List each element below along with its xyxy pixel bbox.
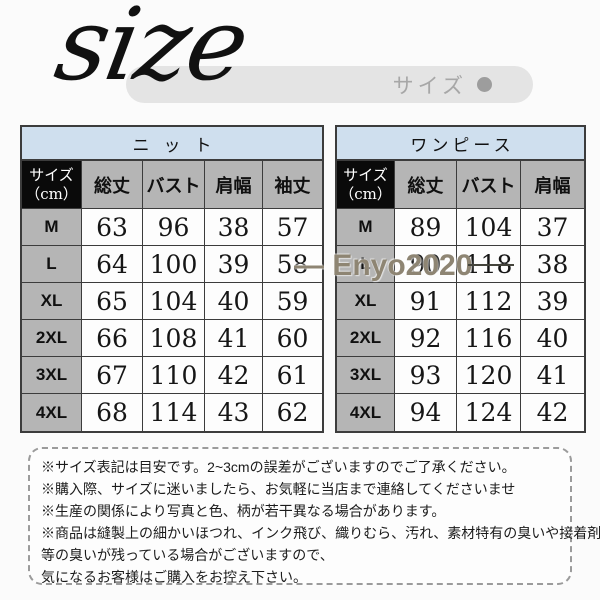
size-header-text: サイズ xyxy=(343,165,388,184)
value-cell: 65 xyxy=(82,283,143,320)
column-header: 肩幅 xyxy=(205,161,263,209)
value-cell: 96 xyxy=(143,209,205,246)
dress-table-title: ワンピース xyxy=(337,127,584,161)
value-cell: 42 xyxy=(521,394,584,431)
size-row-label: XL xyxy=(22,283,82,320)
notes-box: ※サイズ表記は目安です。2~3cmの誤差がございますのでご了承ください。 ※購入… xyxy=(28,447,600,585)
value-cell: 108 xyxy=(143,320,205,357)
value-cell: 42 xyxy=(205,357,263,394)
value-cell: 66 xyxy=(82,320,143,357)
note-line: 気になるお客様はご購入をお控え下さい。 xyxy=(41,569,307,585)
size-row-label: 4XL xyxy=(22,394,82,431)
dress-size-table: ワンピース サイズ （cm） 総丈 バスト 肩幅 M 89 104 37 L 9… xyxy=(335,125,586,433)
knit-table-grid: サイズ （cm） 総丈 バスト 肩幅 袖丈 M 63 96 38 57 L 64… xyxy=(22,161,322,431)
size-row-label: 2XL xyxy=(22,320,82,357)
value-cell: 60 xyxy=(263,320,322,357)
size-row-label: L xyxy=(337,246,395,283)
watermark-text: — Enyo2020 xyxy=(294,249,473,282)
value-cell: 63 xyxy=(82,209,143,246)
size-row-label: 4XL xyxy=(337,394,395,431)
knit-table-title: ニット xyxy=(22,127,322,161)
size-row-label: 3XL xyxy=(337,357,395,394)
note-line: ※商品は縫製上の細かいほつれ、インク飛び、織りむら、汚れ、素材特有の臭いや接着剤 xyxy=(41,525,600,541)
value-cell: 124 xyxy=(457,394,521,431)
dress-table-title-text: ワンピース xyxy=(410,135,515,156)
value-cell: 112 xyxy=(457,283,521,320)
size-row-label: 3XL xyxy=(22,357,82,394)
knit-table-title-text: ニット xyxy=(132,135,226,156)
value-cell: 41 xyxy=(521,357,584,394)
size-row-label: M xyxy=(337,209,395,246)
value-cell: 59 xyxy=(263,283,322,320)
size-row-label: L xyxy=(22,246,82,283)
value-cell: 110 xyxy=(143,357,205,394)
column-header: 総丈 xyxy=(395,161,457,209)
value-cell: 61 xyxy=(263,357,322,394)
bullet-dot-icon xyxy=(477,77,492,92)
size-header-unit-text: （cm） xyxy=(339,184,392,203)
size-header-unit-text: （cm） xyxy=(25,184,78,203)
size-header-text: サイズ xyxy=(29,165,74,184)
column-header: 袖丈 xyxy=(263,161,322,209)
value-cell: 116 xyxy=(457,320,521,357)
value-cell: 91 xyxy=(395,283,457,320)
size-pill-label: サイズ xyxy=(392,74,467,98)
size-row-label: XL xyxy=(337,283,395,320)
value-cell: 104 xyxy=(457,209,521,246)
value-cell: 58 xyxy=(263,246,322,283)
value-cell: 114 xyxy=(143,394,205,431)
value-cell: 64 xyxy=(82,246,143,283)
value-cell: 90 xyxy=(395,246,457,283)
value-cell: 43 xyxy=(205,394,263,431)
value-cell: 57 xyxy=(263,209,322,246)
value-cell: 41 xyxy=(205,320,263,357)
value-cell: 39 xyxy=(205,246,263,283)
value-cell: 38 xyxy=(521,246,584,283)
column-header: バスト xyxy=(143,161,205,209)
column-header: 肩幅 xyxy=(521,161,584,209)
value-cell: 89 xyxy=(395,209,457,246)
value-cell: 100 xyxy=(143,246,205,283)
column-header: 総丈 xyxy=(82,161,143,209)
note-line: ※購入際、サイズに迷いましたら、お気軽に当店まで連絡してくださいませ xyxy=(41,481,516,497)
note-line: ※生産の関係により写真と色、柄が若干異なる場合があります。 xyxy=(41,503,446,519)
value-cell: 40 xyxy=(521,320,584,357)
knit-size-table: ニット サイズ （cm） 総丈 バスト 肩幅 袖丈 M 63 96 38 57 … xyxy=(20,125,324,433)
value-cell: 38 xyxy=(205,209,263,246)
value-cell: 40 xyxy=(205,283,263,320)
size-pill: サイズ xyxy=(126,66,533,103)
value-cell: 67 xyxy=(82,357,143,394)
value-cell: 68 xyxy=(82,394,143,431)
value-cell: 93 xyxy=(395,357,457,394)
value-cell: 92 xyxy=(395,320,457,357)
value-cell: 62 xyxy=(263,394,322,431)
size-unit-header: サイズ （cm） xyxy=(22,161,82,209)
column-header: バスト xyxy=(457,161,521,209)
script-size-title: size xyxy=(47,0,256,103)
value-cell: 37 xyxy=(521,209,584,246)
value-cell: 120 xyxy=(457,357,521,394)
size-row-label: M xyxy=(22,209,82,246)
value-cell: 39 xyxy=(521,283,584,320)
value-cell: 94 xyxy=(395,394,457,431)
value-cell: 104 xyxy=(143,283,205,320)
size-row-label: 2XL xyxy=(337,320,395,357)
watermark-strike-line xyxy=(468,264,514,266)
size-unit-header: サイズ （cm） xyxy=(337,161,395,209)
note-line: ※サイズ表記は目安です。2~3cmの誤差がございますのでご了承ください。 xyxy=(41,459,516,475)
note-line: 等の臭いが残っている場合がございますので、 xyxy=(41,547,334,563)
dress-table-grid: サイズ （cm） 総丈 バスト 肩幅 M 89 104 37 L 90 118 … xyxy=(337,161,584,431)
